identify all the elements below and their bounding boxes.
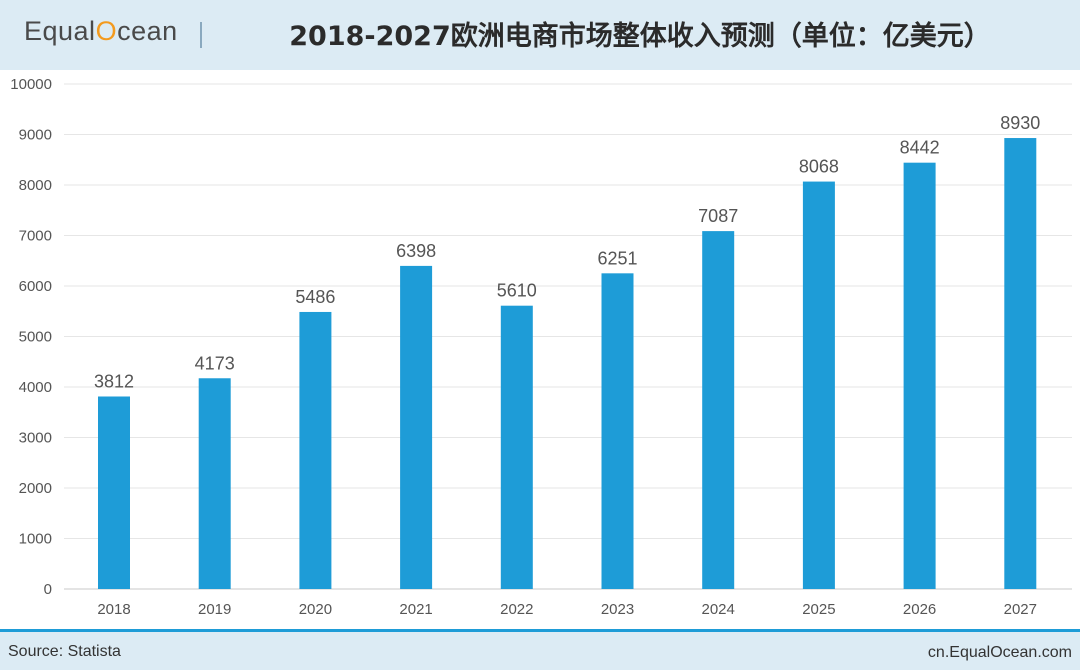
data-label: 3812 bbox=[94, 371, 134, 391]
bar bbox=[702, 231, 735, 589]
data-label: 8442 bbox=[900, 138, 940, 158]
bar-chart: 0 1000 2000 3000 4000 5000 6000 7000 8000 9000 100… bbox=[10, 76, 1072, 618]
source-text: Source: Statista bbox=[8, 643, 121, 660]
footer-bar: Source: Statista cn.EqualOcean.com bbox=[0, 632, 1080, 670]
x-tick-label: 2025 bbox=[802, 601, 835, 618]
header-bar: EqualOcean 2018-2027欧洲电商市场整体收入预测（单位：亿美元） bbox=[0, 0, 1080, 70]
data-label: 6398 bbox=[396, 241, 436, 261]
footer-divider bbox=[0, 629, 1080, 632]
site-url: cn.EqualOcean.com bbox=[927, 644, 1072, 661]
y-tick-label: 2000 bbox=[19, 480, 52, 497]
bar bbox=[500, 305, 533, 589]
x-tick-label: 2019 bbox=[198, 601, 231, 618]
bar bbox=[1004, 138, 1037, 589]
logo-text-o: O bbox=[95, 16, 118, 46]
y-tick-label: 3000 bbox=[19, 430, 52, 447]
y-tick-label: 8000 bbox=[19, 177, 52, 194]
chart-title: 2018-2027欧洲电商市场整体收入预测（单位：亿美元） bbox=[289, 21, 991, 52]
data-label: 8930 bbox=[1000, 113, 1040, 133]
y-tick-label: 9000 bbox=[19, 127, 52, 144]
x-tick-label: 2021 bbox=[399, 601, 432, 618]
bar bbox=[903, 162, 936, 589]
logo-text-right: cean bbox=[117, 16, 178, 46]
x-tick-label: 2022 bbox=[500, 601, 533, 618]
bar bbox=[198, 378, 231, 589]
logo-text-left: Equal bbox=[24, 16, 96, 46]
y-tick-label: 0 bbox=[44, 581, 52, 598]
data-label: 6251 bbox=[597, 248, 637, 268]
x-tick-label: 2024 bbox=[702, 601, 735, 618]
x-tick-label: 2023 bbox=[601, 601, 634, 618]
bar bbox=[601, 273, 634, 589]
bar bbox=[299, 311, 332, 589]
bar bbox=[98, 396, 130, 589]
bar bbox=[802, 181, 835, 589]
y-tick-label: 6000 bbox=[19, 278, 52, 295]
y-tick-label: 7000 bbox=[19, 228, 52, 245]
data-label: 4173 bbox=[195, 353, 235, 373]
data-label: 8068 bbox=[799, 157, 839, 177]
x-tick-label: 2020 bbox=[299, 601, 332, 618]
equalocean-logo: EqualOcean bbox=[24, 16, 178, 47]
x-tick-label: 2018 bbox=[97, 601, 130, 618]
x-tick-label: 2026 bbox=[903, 601, 936, 618]
data-label: 5486 bbox=[295, 287, 335, 307]
y-tick-label: 10000 bbox=[10, 76, 52, 93]
bar bbox=[400, 265, 433, 589]
y-tick-label: 1000 bbox=[19, 531, 52, 548]
y-tick-label: 5000 bbox=[19, 329, 52, 346]
data-label: 5610 bbox=[497, 281, 537, 301]
x-tick-label: 2027 bbox=[1004, 601, 1037, 618]
y-tick-label: 4000 bbox=[19, 379, 52, 396]
data-label: 7087 bbox=[698, 206, 738, 226]
header-divider bbox=[200, 22, 202, 48]
